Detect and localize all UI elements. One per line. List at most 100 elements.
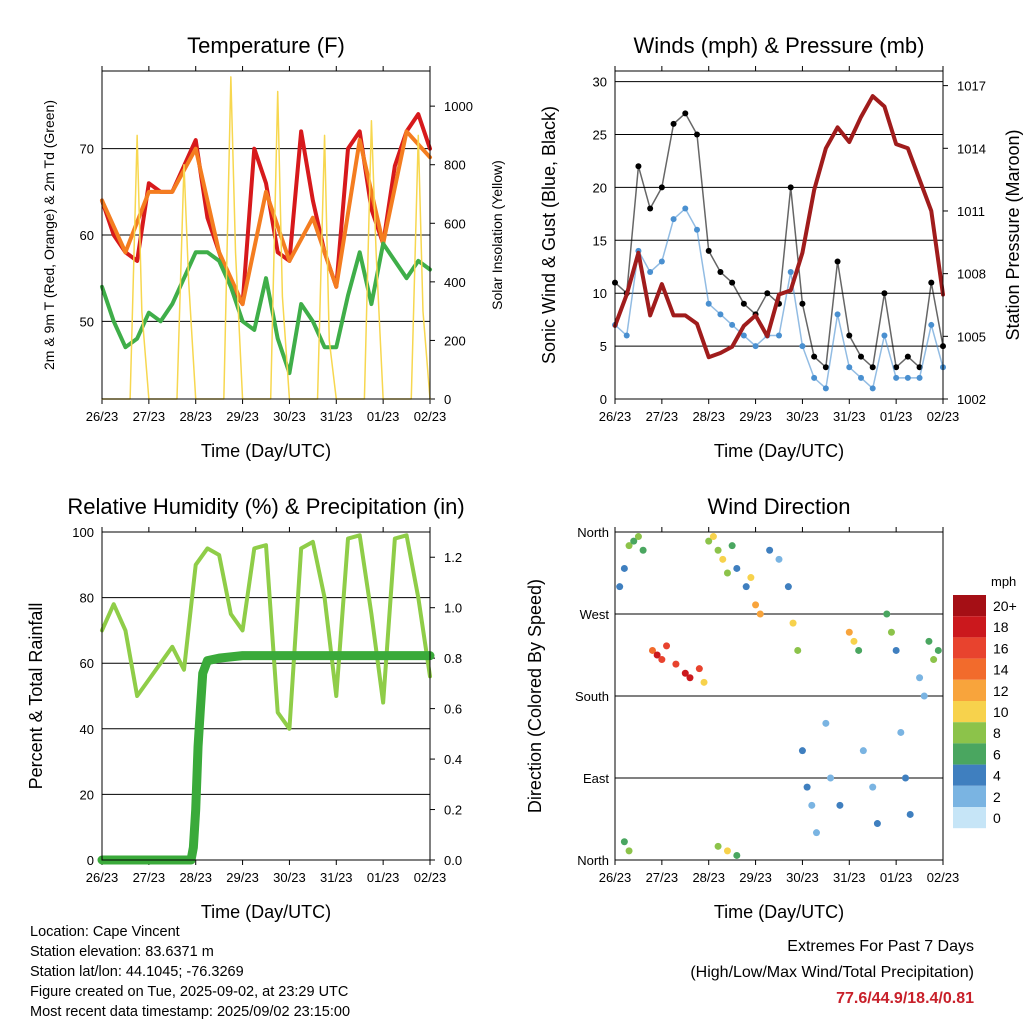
- x-tick-label-3: 29/23: [739, 870, 772, 885]
- series-line-1-0: [614, 112, 944, 369]
- series-line-2-0: [100, 533, 432, 731]
- y2-axis-label-1: Station Pressure (Maroon): [1003, 129, 1023, 340]
- direction-point: [934, 646, 942, 654]
- y-axis-label-3: Direction (Colored By Speed): [525, 579, 545, 813]
- recent-timestamp: Most recent data timestamp: 2025/09/02 2…: [30, 1004, 351, 1020]
- y-axis-label-1: Sonic Wind & Gust (Blue, Black): [539, 106, 559, 364]
- x-tick-label-3: 28/23: [692, 870, 725, 885]
- y-tick-label-1: 15: [593, 233, 607, 248]
- y-tick-label-2: 0: [87, 853, 94, 868]
- station-elevation: Station elevation: 83.6371 m: [30, 944, 214, 960]
- x-axis-label-0: Time (Day/UTC): [201, 441, 331, 461]
- y-tick-label-0: 50: [80, 314, 94, 329]
- direction-point: [897, 728, 905, 736]
- y2-tick-label-0: 800: [444, 158, 466, 173]
- legend-label: 16: [993, 640, 1009, 656]
- series-line-1-1: [614, 207, 944, 390]
- y2-tick-label-2: 1.2: [444, 550, 462, 565]
- direction-point: [925, 637, 933, 645]
- y2-tick-label-0: 0: [444, 392, 451, 407]
- x-tick-label-1: 27/23: [646, 409, 679, 424]
- y2-tick-label-1: 1011: [957, 204, 985, 219]
- legend-label: 0: [993, 810, 1001, 826]
- direction-point: [728, 542, 736, 550]
- x-tick-label-1: 01/23: [880, 409, 913, 424]
- direction-point: [930, 656, 938, 664]
- x-tick-label-0: 27/23: [133, 409, 166, 424]
- direction-point: [850, 637, 858, 645]
- direction-point: [822, 719, 830, 727]
- y2-tick-label-1: 1014: [957, 141, 986, 156]
- direction-point: [742, 583, 750, 591]
- direction-point: [709, 533, 717, 541]
- y2-tick-label-2: 0.2: [444, 803, 462, 818]
- legend-swatch: [953, 658, 986, 680]
- x-tick-label-2: 02/23: [414, 870, 447, 885]
- legend-swatch: [953, 595, 986, 617]
- x-tick-label-1: 28/23: [692, 409, 725, 424]
- y2-tick-label-0: 200: [444, 333, 466, 348]
- direction-point: [916, 674, 924, 682]
- legend-swatch: [953, 764, 986, 786]
- legend-swatch: [953, 785, 986, 807]
- direction-point: [752, 601, 760, 609]
- x-tick-label-1: 29/23: [739, 409, 772, 424]
- direction-point: [723, 847, 731, 855]
- x-tick-label-0: 30/23: [273, 409, 306, 424]
- x-tick-label-1: 26/23: [599, 409, 632, 424]
- direction-point: [873, 820, 881, 828]
- direction-point: [733, 564, 741, 572]
- direction-point: [695, 665, 703, 673]
- station-latlon: Station lat/lon: 44.1045; -76.3269: [30, 964, 244, 980]
- y2-tick-label-1: 1002: [957, 392, 986, 407]
- station-info: Location: Cape Vincent Station elevation…: [30, 922, 350, 1022]
- y-axis-label-0: 2m & 9m T (Red, Orange) & 2m Td (Green): [41, 100, 57, 370]
- x-tick-label-1: 02/23: [927, 409, 960, 424]
- y-tick-label-0: 70: [80, 142, 94, 157]
- direction-point: [630, 537, 638, 545]
- direction-point: [672, 660, 680, 668]
- x-tick-label-2: 01/23: [367, 870, 400, 885]
- series-line-0-1: [100, 129, 432, 307]
- y2-tick-label-1: 1008: [957, 267, 986, 282]
- extremes-subtitle: (High/Low/Max Wind/Total Precipitation): [690, 964, 974, 981]
- legend-swatch: [953, 679, 986, 701]
- y2-tick-label-1: 1005: [957, 329, 986, 344]
- direction-point: [634, 533, 642, 541]
- direction-point: [620, 564, 628, 572]
- direction-point: [859, 747, 867, 755]
- legend-swatch: [953, 722, 986, 744]
- x-tick-label-3: 26/23: [599, 870, 632, 885]
- legend-title: mph: [991, 574, 1016, 589]
- extremes-values: 77.6/44.9/18.4/0.81: [836, 990, 974, 1007]
- x-tick-label-2: 29/23: [226, 870, 259, 885]
- direction-point: [827, 774, 835, 782]
- direction-point: [766, 546, 774, 554]
- direction-point: [906, 810, 914, 818]
- x-tick-label-3: 01/23: [880, 870, 913, 885]
- legend-swatch: [953, 807, 986, 829]
- y-tick-label-0: 60: [80, 228, 94, 243]
- y2-tick-label-0: 400: [444, 275, 466, 290]
- direction-point: [845, 628, 853, 636]
- series-line-0-2: [100, 241, 432, 376]
- x-axis-label-1: Time (Day/UTC): [714, 441, 844, 461]
- x-tick-label-3: 27/23: [646, 870, 679, 885]
- y-tick-label-3: North: [577, 853, 609, 868]
- chart-title-3: Wind Direction: [707, 494, 850, 519]
- direction-point: [658, 656, 666, 664]
- x-tick-label-2: 28/23: [179, 870, 212, 885]
- x-tick-label-2: 31/23: [320, 870, 353, 885]
- y-tick-label-1: 25: [593, 127, 607, 142]
- legend-label: 10: [993, 704, 1009, 720]
- y-tick-label-1: 10: [593, 286, 607, 301]
- x-tick-label-0: 29/23: [226, 409, 259, 424]
- y-tick-label-3: West: [580, 607, 610, 622]
- legend-label: 6: [993, 746, 1001, 762]
- direction-point: [620, 838, 628, 846]
- y-tick-label-1: 20: [593, 180, 607, 195]
- direction-point: [920, 692, 928, 700]
- x-tick-label-2: 26/23: [86, 870, 119, 885]
- x-axis-label-3: Time (Day/UTC): [714, 902, 844, 922]
